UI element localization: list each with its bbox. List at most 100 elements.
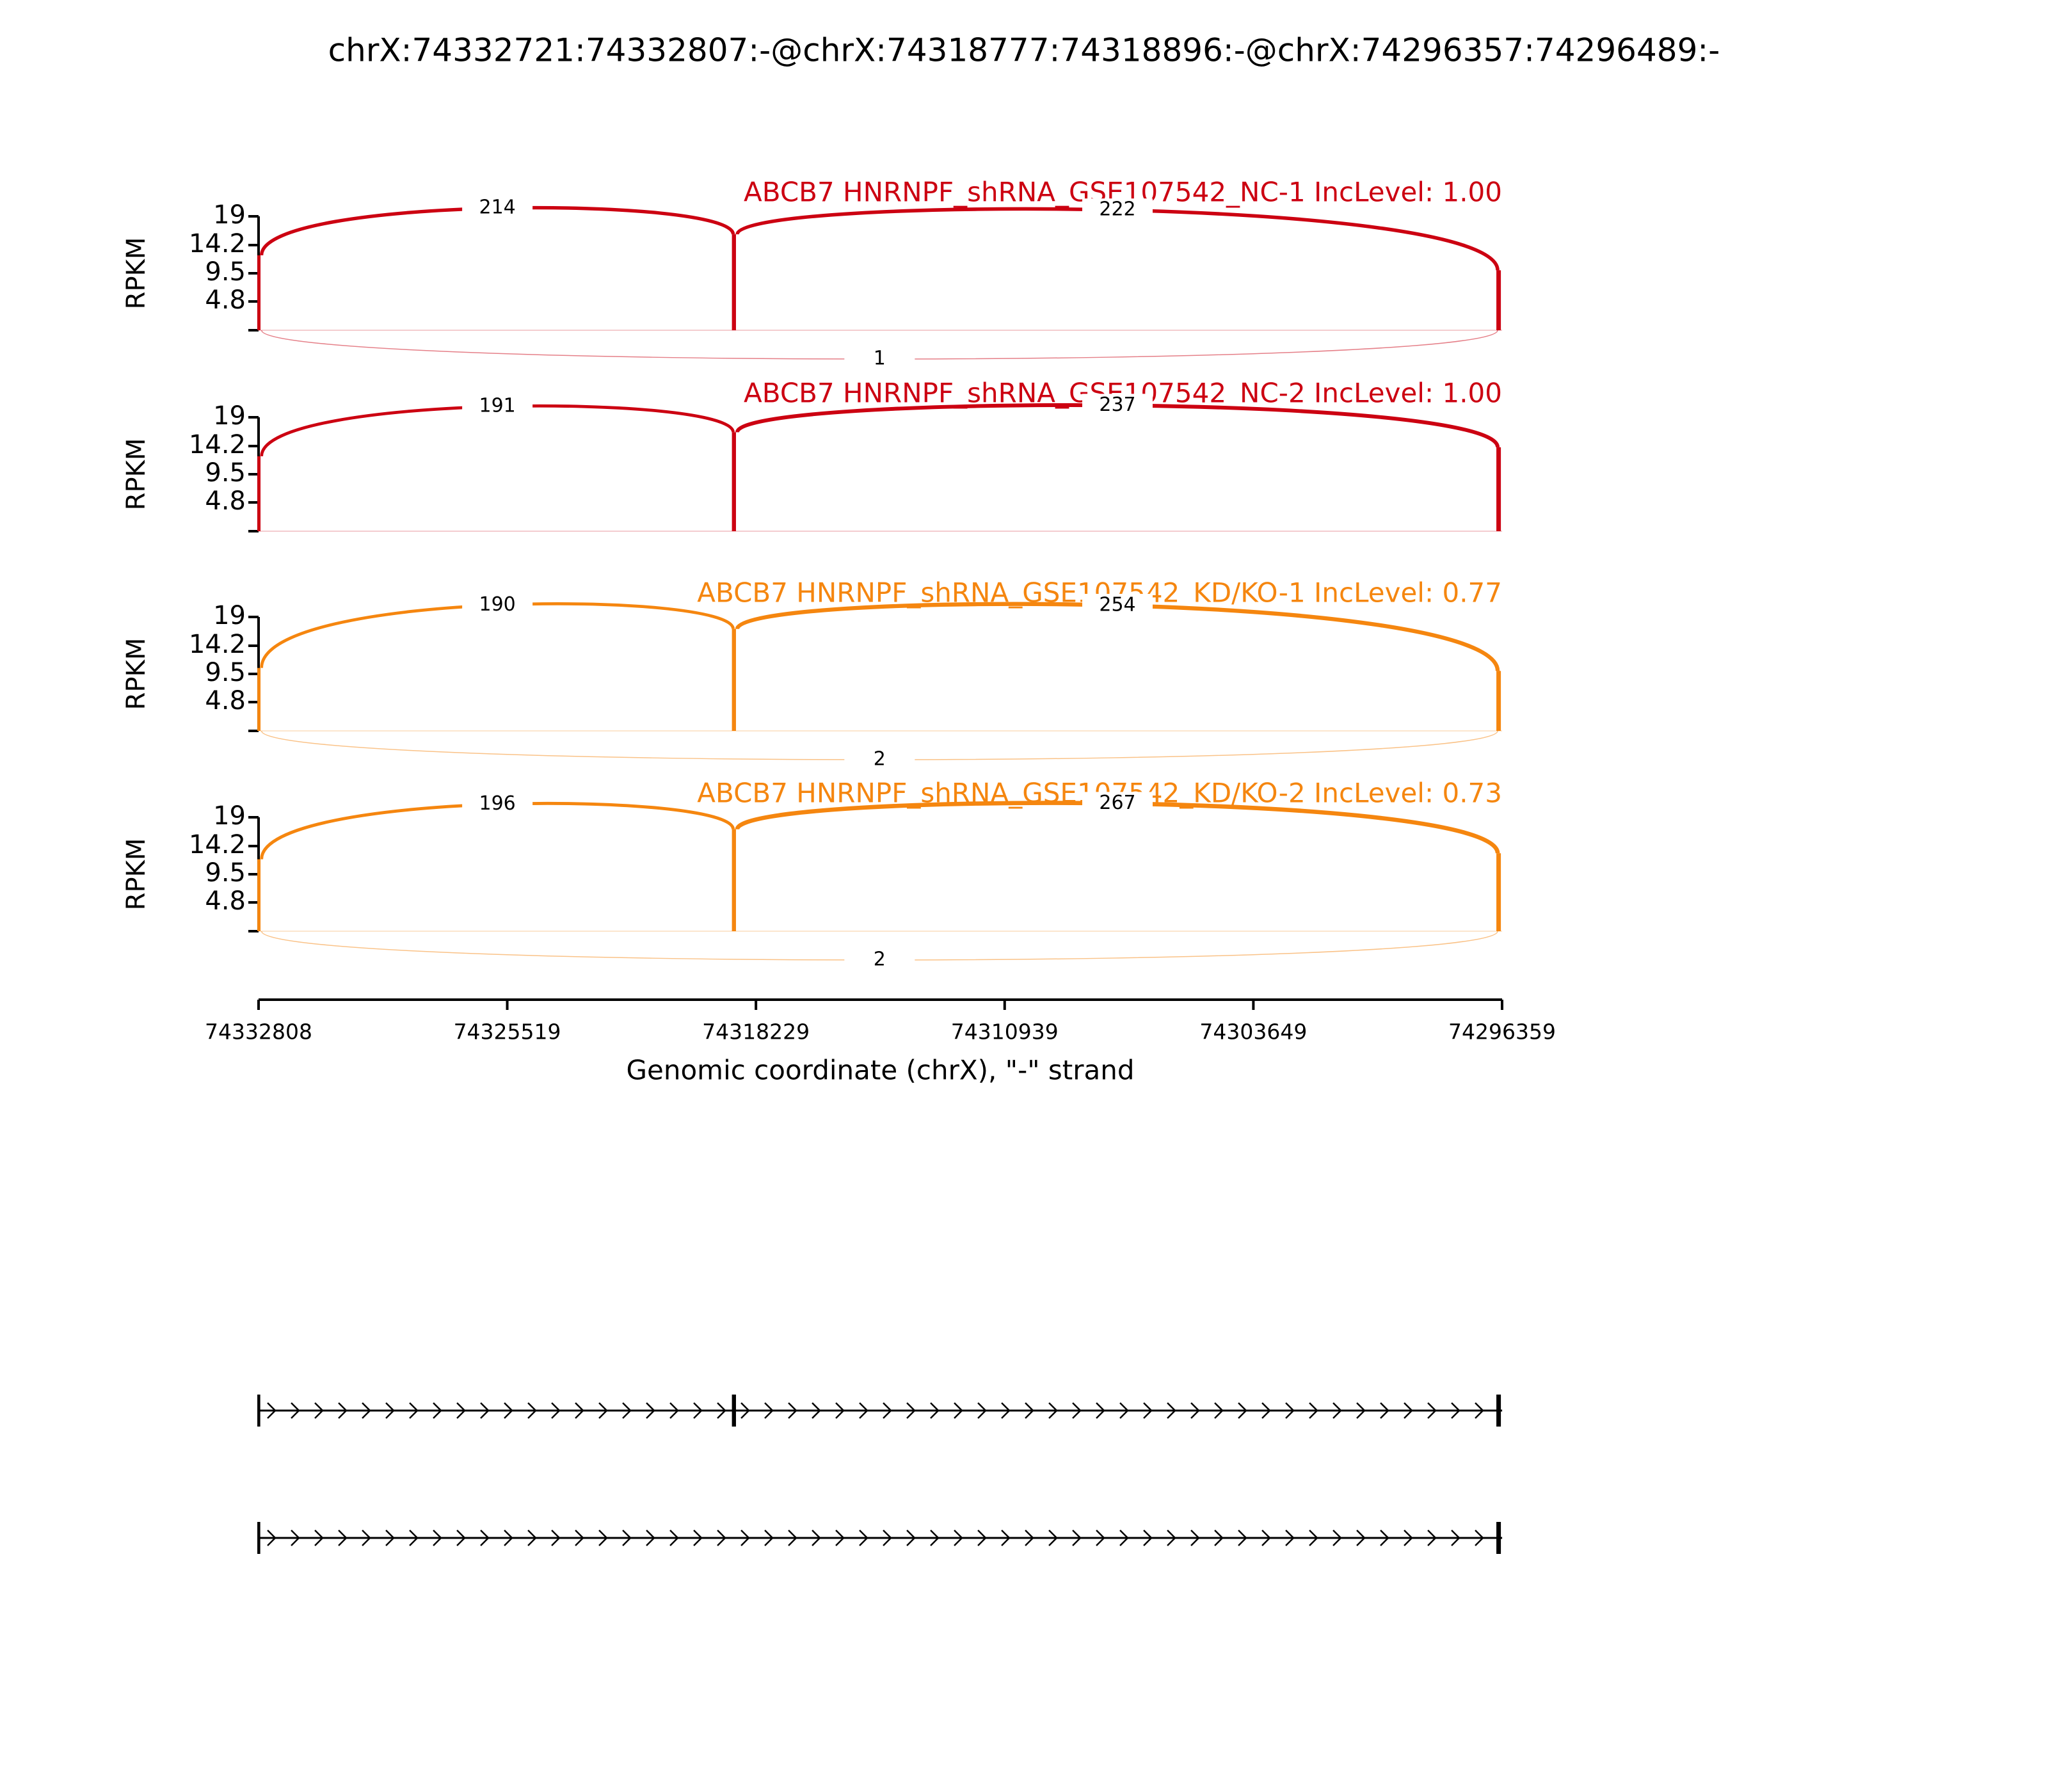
strand-arrow <box>1332 1402 1342 1419</box>
y-axis-label: RPKM <box>122 838 151 911</box>
strand-arrow <box>1404 1402 1413 1419</box>
strand-arrow <box>385 1402 395 1419</box>
strand-arrow <box>1427 1530 1437 1546</box>
strand-arrow <box>338 1530 348 1546</box>
y-tick-label: 19 <box>213 401 246 431</box>
x-tick-label: 74325519 <box>454 1020 561 1044</box>
strand-arrow <box>504 1402 513 1419</box>
x-axis-label: Genomic coordinate (chrX), "-" strand <box>626 1055 1134 1086</box>
strand-arrow <box>409 1402 419 1419</box>
y-tick-label: 14.2 <box>189 630 246 659</box>
strand-arrow <box>504 1530 513 1546</box>
coverage-bar <box>732 628 736 731</box>
strand-arrow <box>575 1530 584 1546</box>
junction-label-bg <box>462 196 533 220</box>
strand-arrow <box>764 1402 774 1419</box>
strand-arrow <box>669 1530 679 1546</box>
strand-arrow <box>930 1402 940 1419</box>
junction-label: 237 <box>1099 394 1135 416</box>
junction-label: 2 <box>874 948 886 971</box>
strand-arrow <box>906 1530 916 1546</box>
strand-arrow <box>480 1530 490 1546</box>
strand-arrow <box>835 1530 845 1546</box>
strand-arrow <box>362 1530 371 1546</box>
strand-arrow <box>622 1402 632 1419</box>
strand-arrow <box>1332 1530 1342 1546</box>
y-tick-label: 4.8 <box>205 285 246 315</box>
strand-arrow <box>1048 1530 1058 1546</box>
strand-arrow <box>1025 1402 1034 1419</box>
coverage-bar <box>257 255 261 330</box>
junction-label-bg <box>1082 593 1153 617</box>
strand-arrow <box>954 1530 963 1546</box>
strand-arrow <box>977 1402 987 1419</box>
strand-arrow <box>646 1402 655 1419</box>
strand-arrow <box>1285 1402 1295 1419</box>
strand-arrow <box>835 1402 845 1419</box>
x-tick-label: 74318229 <box>702 1020 810 1044</box>
junction-label-bg <box>1082 198 1153 222</box>
strand-arrow <box>456 1402 466 1419</box>
junction-label-bg <box>462 593 533 617</box>
strand-arrow <box>1309 1402 1318 1419</box>
strand-arrow <box>433 1402 442 1419</box>
strand-arrow <box>812 1402 821 1419</box>
strand-arrow <box>1096 1530 1105 1546</box>
coverage-bar <box>257 668 261 731</box>
strand-arrow <box>1072 1530 1082 1546</box>
strand-arrow <box>622 1530 632 1546</box>
junction-label: 190 <box>479 593 515 616</box>
junction-label: 267 <box>1099 792 1135 814</box>
strand-arrow <box>1451 1530 1460 1546</box>
strand-arrow <box>314 1402 324 1419</box>
strand-arrow <box>1072 1402 1082 1419</box>
coverage-bar <box>1496 447 1501 531</box>
x-tick-label: 74296359 <box>1448 1020 1556 1044</box>
strand-arrow <box>693 1530 703 1546</box>
strand-arrow <box>598 1402 608 1419</box>
strand-arrow <box>1143 1402 1153 1419</box>
strand-arrow <box>1214 1530 1224 1546</box>
y-axis-label: RPKM <box>122 438 151 511</box>
strand-arrow <box>1096 1402 1105 1419</box>
exon <box>257 1395 260 1427</box>
strand-arrow <box>1309 1530 1318 1546</box>
x-tick-label: 74310939 <box>951 1020 1059 1044</box>
exon <box>257 1522 260 1554</box>
strand-arrow <box>1261 1530 1271 1546</box>
strand-arrow <box>906 1402 916 1419</box>
strand-arrow <box>409 1530 419 1546</box>
strand-arrow <box>693 1402 703 1419</box>
strand-arrow <box>954 1402 963 1419</box>
strand-arrow <box>1001 1530 1011 1546</box>
strand-arrow <box>1380 1402 1389 1419</box>
strand-arrow <box>551 1530 561 1546</box>
strand-arrow <box>1143 1530 1153 1546</box>
junction-label-bg <box>1082 792 1153 815</box>
strand-arrow <box>1285 1530 1295 1546</box>
y-tick-label: 19 <box>213 601 246 630</box>
strand-arrow <box>480 1402 490 1419</box>
junction-label: 191 <box>479 395 515 417</box>
strand-arrow <box>1261 1402 1271 1419</box>
strand-arrow <box>1238 1402 1247 1419</box>
strand-arrow <box>551 1402 561 1419</box>
coverage-bar <box>1496 853 1501 931</box>
coverage-bar <box>257 456 261 531</box>
strand-arrow <box>1167 1402 1176 1419</box>
strand-arrow <box>385 1530 395 1546</box>
chart-title: chrX:74332721:74332807:-@chrX:74318777:7… <box>328 32 1720 69</box>
strand-arrow <box>1238 1530 1247 1546</box>
strand-arrow <box>598 1530 608 1546</box>
coverage-bar <box>732 829 736 931</box>
x-tick-label: 74303649 <box>1199 1020 1307 1044</box>
y-tick-label: 9.5 <box>205 458 246 488</box>
strand-arrow <box>433 1530 442 1546</box>
coverage-bar <box>257 859 261 931</box>
strand-arrow <box>1451 1402 1460 1419</box>
strand-arrow <box>575 1402 584 1419</box>
junction-label-bg <box>1082 394 1153 417</box>
strand-arrow <box>267 1402 276 1419</box>
